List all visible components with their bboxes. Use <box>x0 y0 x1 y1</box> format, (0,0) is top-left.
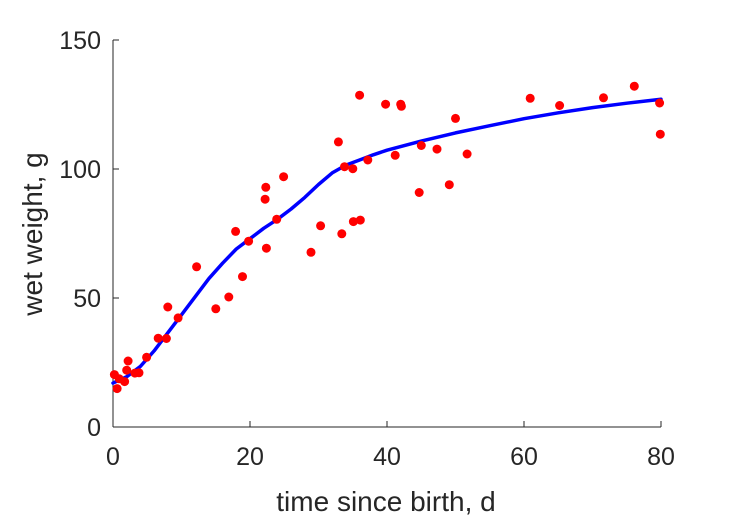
data-point <box>279 172 289 182</box>
data-point <box>416 141 426 150</box>
data-point <box>390 150 400 160</box>
y-axis-label: wet weight, g <box>17 152 48 316</box>
x-tick-label: 20 <box>236 443 264 471</box>
data-point <box>231 226 241 236</box>
data-point <box>333 137 343 147</box>
data-point <box>432 144 442 154</box>
y-tick-label: 0 <box>87 414 101 442</box>
x-tick-label: 60 <box>510 443 538 471</box>
data-point <box>122 365 132 375</box>
data-point <box>348 217 358 227</box>
data-point <box>337 229 347 239</box>
data-point <box>655 129 665 139</box>
data-point <box>134 368 144 378</box>
data-point <box>363 155 373 165</box>
data-point <box>153 333 163 343</box>
data-point <box>381 99 391 109</box>
x-axis-label: time since birth, d <box>276 486 495 517</box>
data-point <box>555 101 565 110</box>
y-tick-label: 150 <box>59 27 101 55</box>
x-tick-label: 80 <box>647 443 675 471</box>
tick-labels-layer: 0 20 40 60 80 0 50 100 150 <box>59 27 675 471</box>
axes <box>112 39 662 428</box>
data-point <box>163 302 173 312</box>
data-point <box>123 356 133 366</box>
data-point <box>161 334 171 343</box>
data-point <box>306 247 316 257</box>
data-point <box>272 214 282 224</box>
data-point <box>316 221 326 231</box>
data-point <box>396 101 406 111</box>
data-point <box>629 81 639 91</box>
data-point <box>599 93 608 103</box>
data-point <box>261 243 271 253</box>
data-point <box>414 188 424 197</box>
data-point <box>451 113 460 123</box>
data-points-layer <box>109 81 665 394</box>
data-point <box>224 292 234 302</box>
data-point <box>244 236 254 246</box>
data-point <box>462 149 472 159</box>
data-point <box>261 182 271 192</box>
data-point <box>112 384 122 394</box>
data-point <box>260 194 270 204</box>
x-tick-label: 40 <box>373 443 401 471</box>
data-point <box>348 164 358 174</box>
data-point <box>525 93 535 103</box>
data-point <box>655 98 665 108</box>
data-point <box>142 352 152 362</box>
data-point <box>355 90 365 100</box>
data-point <box>444 180 454 190</box>
fit-curve <box>111 97 663 385</box>
y-tick-label: 100 <box>59 156 101 184</box>
data-point <box>173 313 183 323</box>
fit-curve-layer <box>111 97 663 385</box>
y-tick-label: 50 <box>73 285 101 313</box>
data-point <box>340 162 349 172</box>
data-point <box>211 304 221 314</box>
data-point <box>238 272 247 282</box>
data-point <box>192 262 202 272</box>
data-point <box>120 377 130 387</box>
data-point <box>355 215 365 225</box>
x-tick-label: 0 <box>106 443 120 471</box>
